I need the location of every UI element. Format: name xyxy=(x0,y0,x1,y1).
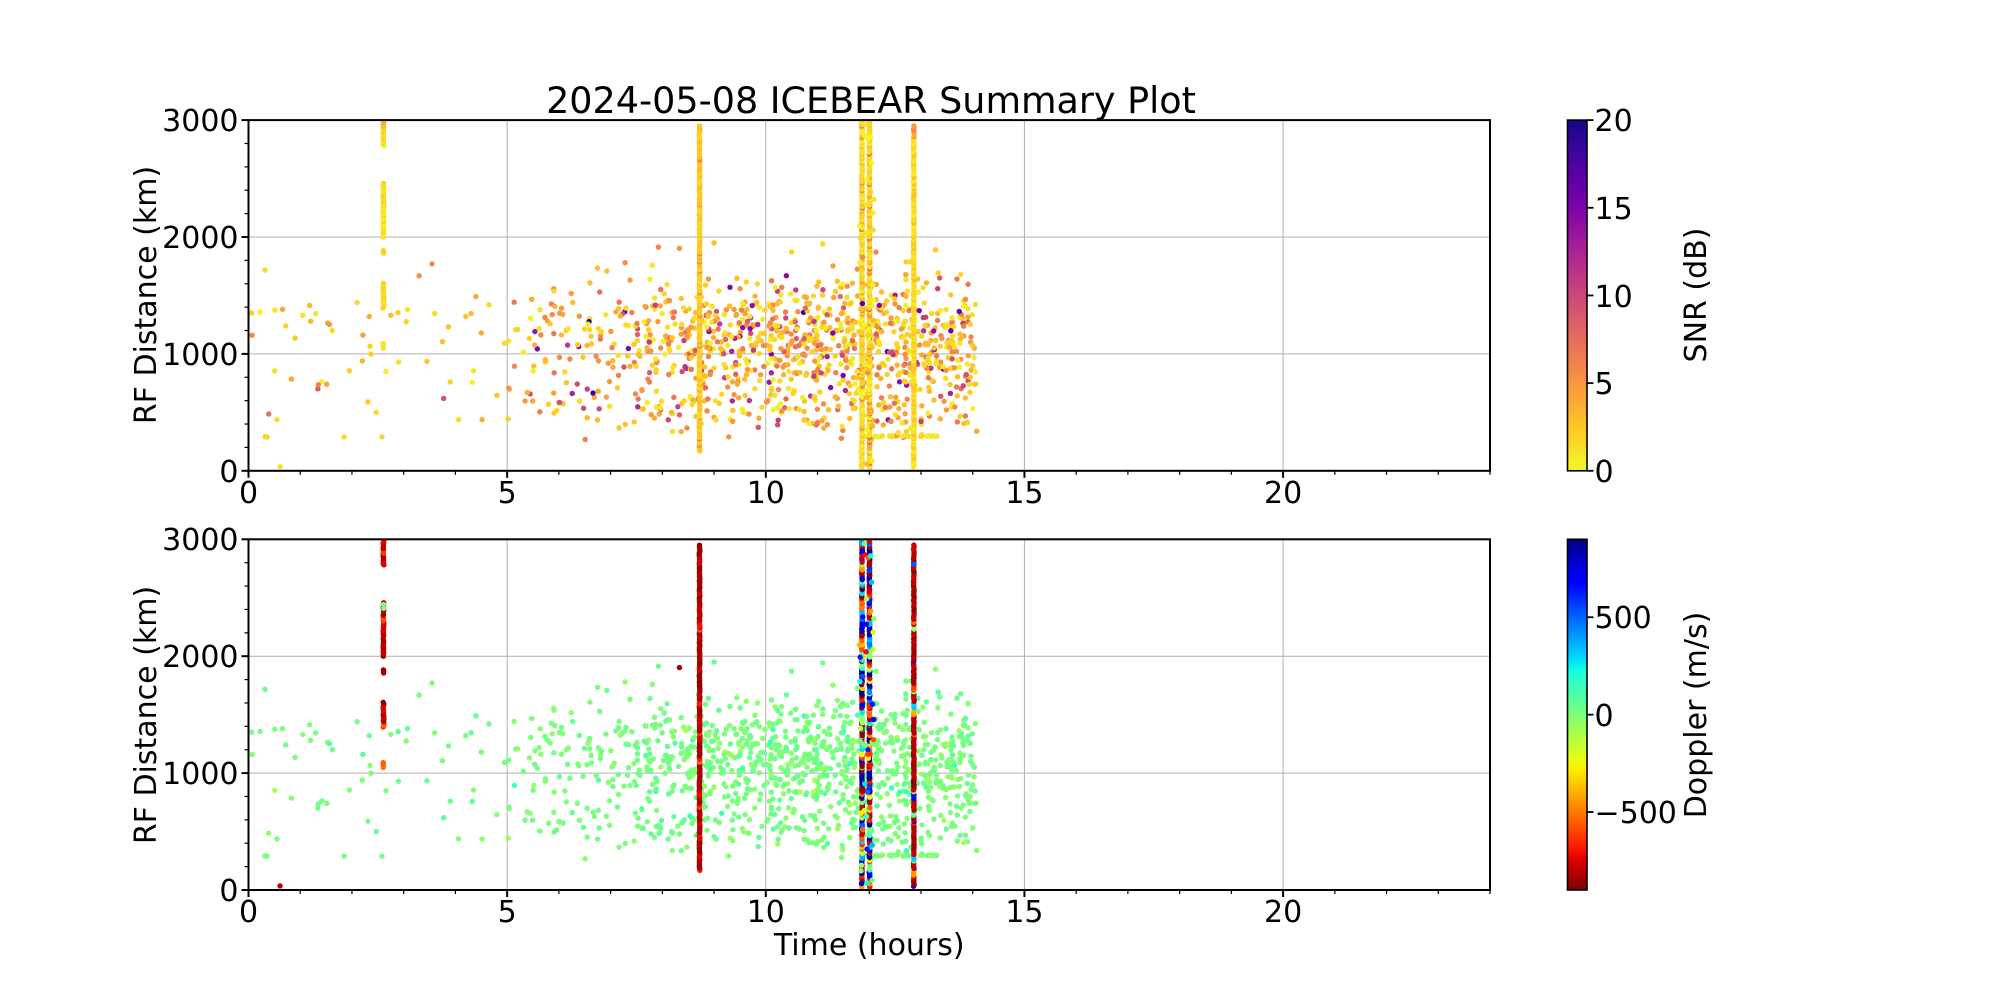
y-tick-label-panel2-3000: 3000 xyxy=(162,523,239,559)
x-tick-label-panel1-0: 0 xyxy=(238,475,259,511)
y-tick-label-panel1-3000: 3000 xyxy=(162,104,239,140)
x-tick-label-panel1-20: 20 xyxy=(1263,475,1303,511)
y-tick-label-panel1-1000: 1000 xyxy=(162,338,239,373)
colorbar-tick-label-panel2-500: 500 xyxy=(1594,601,1652,637)
x-tick-label-panel1-10: 10 xyxy=(746,475,785,511)
y-tick-label-panel2-0: 0 xyxy=(219,874,239,910)
y-axis-label-top-panel: RF Distance (km) xyxy=(129,166,164,425)
x-tick-label-panel2-5: 5 xyxy=(497,895,517,930)
x-axis-label: Time (hours) xyxy=(773,928,965,963)
x-tick-label-panel2-0: 0 xyxy=(238,895,259,930)
colorbar-tick-label-panel1-20: 20 xyxy=(1594,104,1633,140)
colorbar-label-snr: SNR (dB) xyxy=(1679,227,1714,363)
y-tick-label-panel1-0: 0 xyxy=(219,454,239,490)
x-tick-label-panel1-5: 5 xyxy=(497,475,517,511)
x-tick-label-panel2-15: 15 xyxy=(1005,895,1044,930)
x-tick-label-panel2-20: 20 xyxy=(1263,895,1303,930)
colorbar-tick-label-panel1-10: 10 xyxy=(1594,279,1633,315)
x-tick-label-panel2-10: 10 xyxy=(746,895,785,930)
colorbar-label-doppler: Doppler (m/s) xyxy=(1679,611,1714,818)
y-tick-label-panel1-2000: 2000 xyxy=(162,221,239,257)
colorbar-tick-label-panel1-15: 15 xyxy=(1594,191,1633,227)
y-tick-label-panel2-1000: 1000 xyxy=(162,757,239,793)
figure-title: 2024-05-08 ICEBEAR Summary Plot xyxy=(546,78,1196,122)
colorbar-tick-label-panel1-5: 5 xyxy=(1594,367,1614,403)
x-tick-label-panel1-15: 15 xyxy=(1005,475,1044,511)
colorbar-tick-label-panel2-0: 0 xyxy=(1594,698,1614,734)
y-axis-label-bottom-panel: RF Distance (km) xyxy=(129,585,164,844)
colorbar-tick-label-panel2-−500: −500 xyxy=(1594,796,1677,832)
colorbar-tick-label-panel1-0: 0 xyxy=(1594,454,1614,490)
y-tick-label-panel2-2000: 2000 xyxy=(162,640,239,676)
